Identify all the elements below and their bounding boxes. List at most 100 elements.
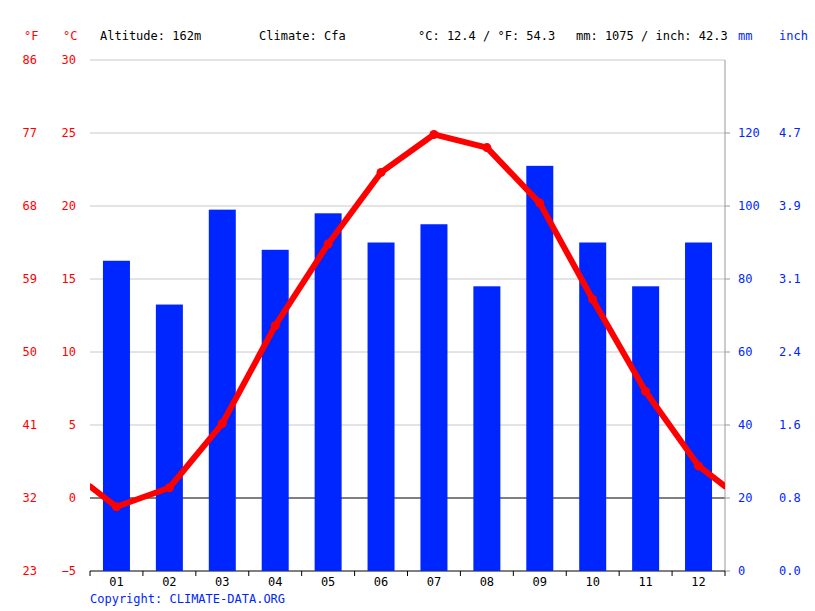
plot-area [90, 130, 725, 571]
x-tick-label: 06 [374, 575, 388, 589]
y-tick-label: −5 [62, 564, 76, 578]
y-alt-tick-label: 32 [23, 491, 37, 505]
y2-tick-label: 80 [738, 272, 752, 286]
y2-label: mm [738, 29, 752, 43]
y-label: °C [63, 29, 77, 43]
x-tick-label: 08 [480, 575, 494, 589]
marker [694, 461, 703, 470]
marker [165, 483, 174, 492]
y-alt-tick-label: 23 [23, 564, 37, 578]
x-tick-label: 02 [162, 575, 176, 589]
x-tick [407, 571, 408, 576]
y-alt-tick-label: 50 [23, 345, 37, 359]
line-wrap [90, 486, 116, 506]
x-tick [301, 571, 302, 576]
grid-line [90, 498, 725, 499]
bar [632, 286, 659, 571]
bar [156, 305, 183, 571]
temperature-line [116, 134, 698, 506]
y-tick-label: 10 [62, 345, 76, 359]
y2-tick [725, 279, 730, 280]
x-tick [354, 571, 355, 576]
y-tick-label: 30 [62, 53, 76, 67]
y2-tick-label: 120 [738, 126, 760, 140]
bar [103, 261, 130, 571]
y-alt-tick-label: 59 [23, 272, 37, 286]
line-wrap [699, 466, 725, 486]
y-tick-label: 5 [69, 418, 76, 432]
y2-tick-label: 60 [738, 345, 752, 359]
y2-tick-label: 100 [738, 199, 760, 213]
y2-alt-tick-label: 0.0 [779, 564, 801, 578]
x-tick [513, 571, 514, 576]
y2-tick [725, 352, 730, 353]
bar [420, 224, 447, 571]
marker [641, 387, 650, 396]
annotation: mm: 1075 / inch: 42.3 [576, 29, 728, 43]
annotation: Climate: Cfa [259, 29, 346, 43]
x-tick-label: 09 [533, 575, 547, 589]
grid-line [90, 206, 725, 207]
y-tick-label: 20 [62, 199, 76, 213]
x-tick-label: 04 [268, 575, 282, 589]
x-tick-label: 11 [638, 575, 652, 589]
marker [429, 130, 438, 139]
y2-tick-label: 40 [738, 418, 752, 432]
x-tick-label: 05 [321, 575, 335, 589]
y2-tick-label: 20 [738, 491, 752, 505]
x-tick [460, 571, 461, 576]
y2-tick [725, 498, 730, 499]
x-tick-label: 01 [109, 575, 123, 589]
y2-tick-label: 0 [738, 564, 745, 578]
grid-line [90, 425, 725, 426]
y-alt-tick-label: 77 [23, 126, 37, 140]
marker [112, 502, 121, 511]
chart: −505101520253023324150596877860204060801… [0, 0, 815, 611]
bar [368, 243, 395, 572]
marker [218, 419, 227, 428]
y2-alt-tick-label: 3.1 [779, 272, 801, 286]
y-tick-label: 25 [62, 126, 76, 140]
grid-line [90, 352, 725, 353]
y2-alt-tick-label: 3.9 [779, 199, 801, 213]
y-alt-tick-label: 41 [23, 418, 37, 432]
bar [209, 210, 236, 571]
x-tick [195, 571, 196, 576]
annotation: °C: 12.4 / °F: 54.3 [418, 29, 555, 43]
grid-line [90, 279, 725, 280]
y2-alt-tick-label: 1.6 [779, 418, 801, 432]
y2-tick [725, 206, 730, 207]
x-tick-label: 03 [215, 575, 229, 589]
x-tick-label: 10 [585, 575, 599, 589]
y2-alt-label: inch [779, 29, 808, 43]
x-tick-label: 07 [427, 575, 441, 589]
bar [526, 166, 553, 571]
bar [315, 213, 342, 571]
marker [377, 168, 386, 177]
x-tick [725, 571, 726, 576]
grid-line [90, 60, 725, 61]
y-tick-label: 0 [69, 491, 76, 505]
y2-tick [725, 425, 730, 426]
annotation: Altitude: 162m [100, 29, 201, 43]
y-tick-label: 15 [62, 272, 76, 286]
y2-axis [725, 60, 726, 571]
y2-tick [725, 133, 730, 134]
x-tick [566, 571, 567, 576]
marker [324, 239, 333, 248]
marker [588, 295, 597, 304]
bar [262, 250, 289, 571]
x-tick [142, 571, 143, 576]
bar [579, 243, 606, 572]
marker [482, 143, 491, 152]
x-tick [248, 571, 249, 576]
bar [473, 286, 500, 571]
x-tick [619, 571, 620, 576]
x-tick-label: 12 [691, 575, 705, 589]
marker [535, 199, 544, 208]
y2-alt-tick-label: 0.8 [779, 491, 801, 505]
x-tick [90, 571, 91, 576]
y2-tick [725, 571, 730, 572]
x-tick [672, 571, 673, 576]
bar [685, 243, 712, 572]
